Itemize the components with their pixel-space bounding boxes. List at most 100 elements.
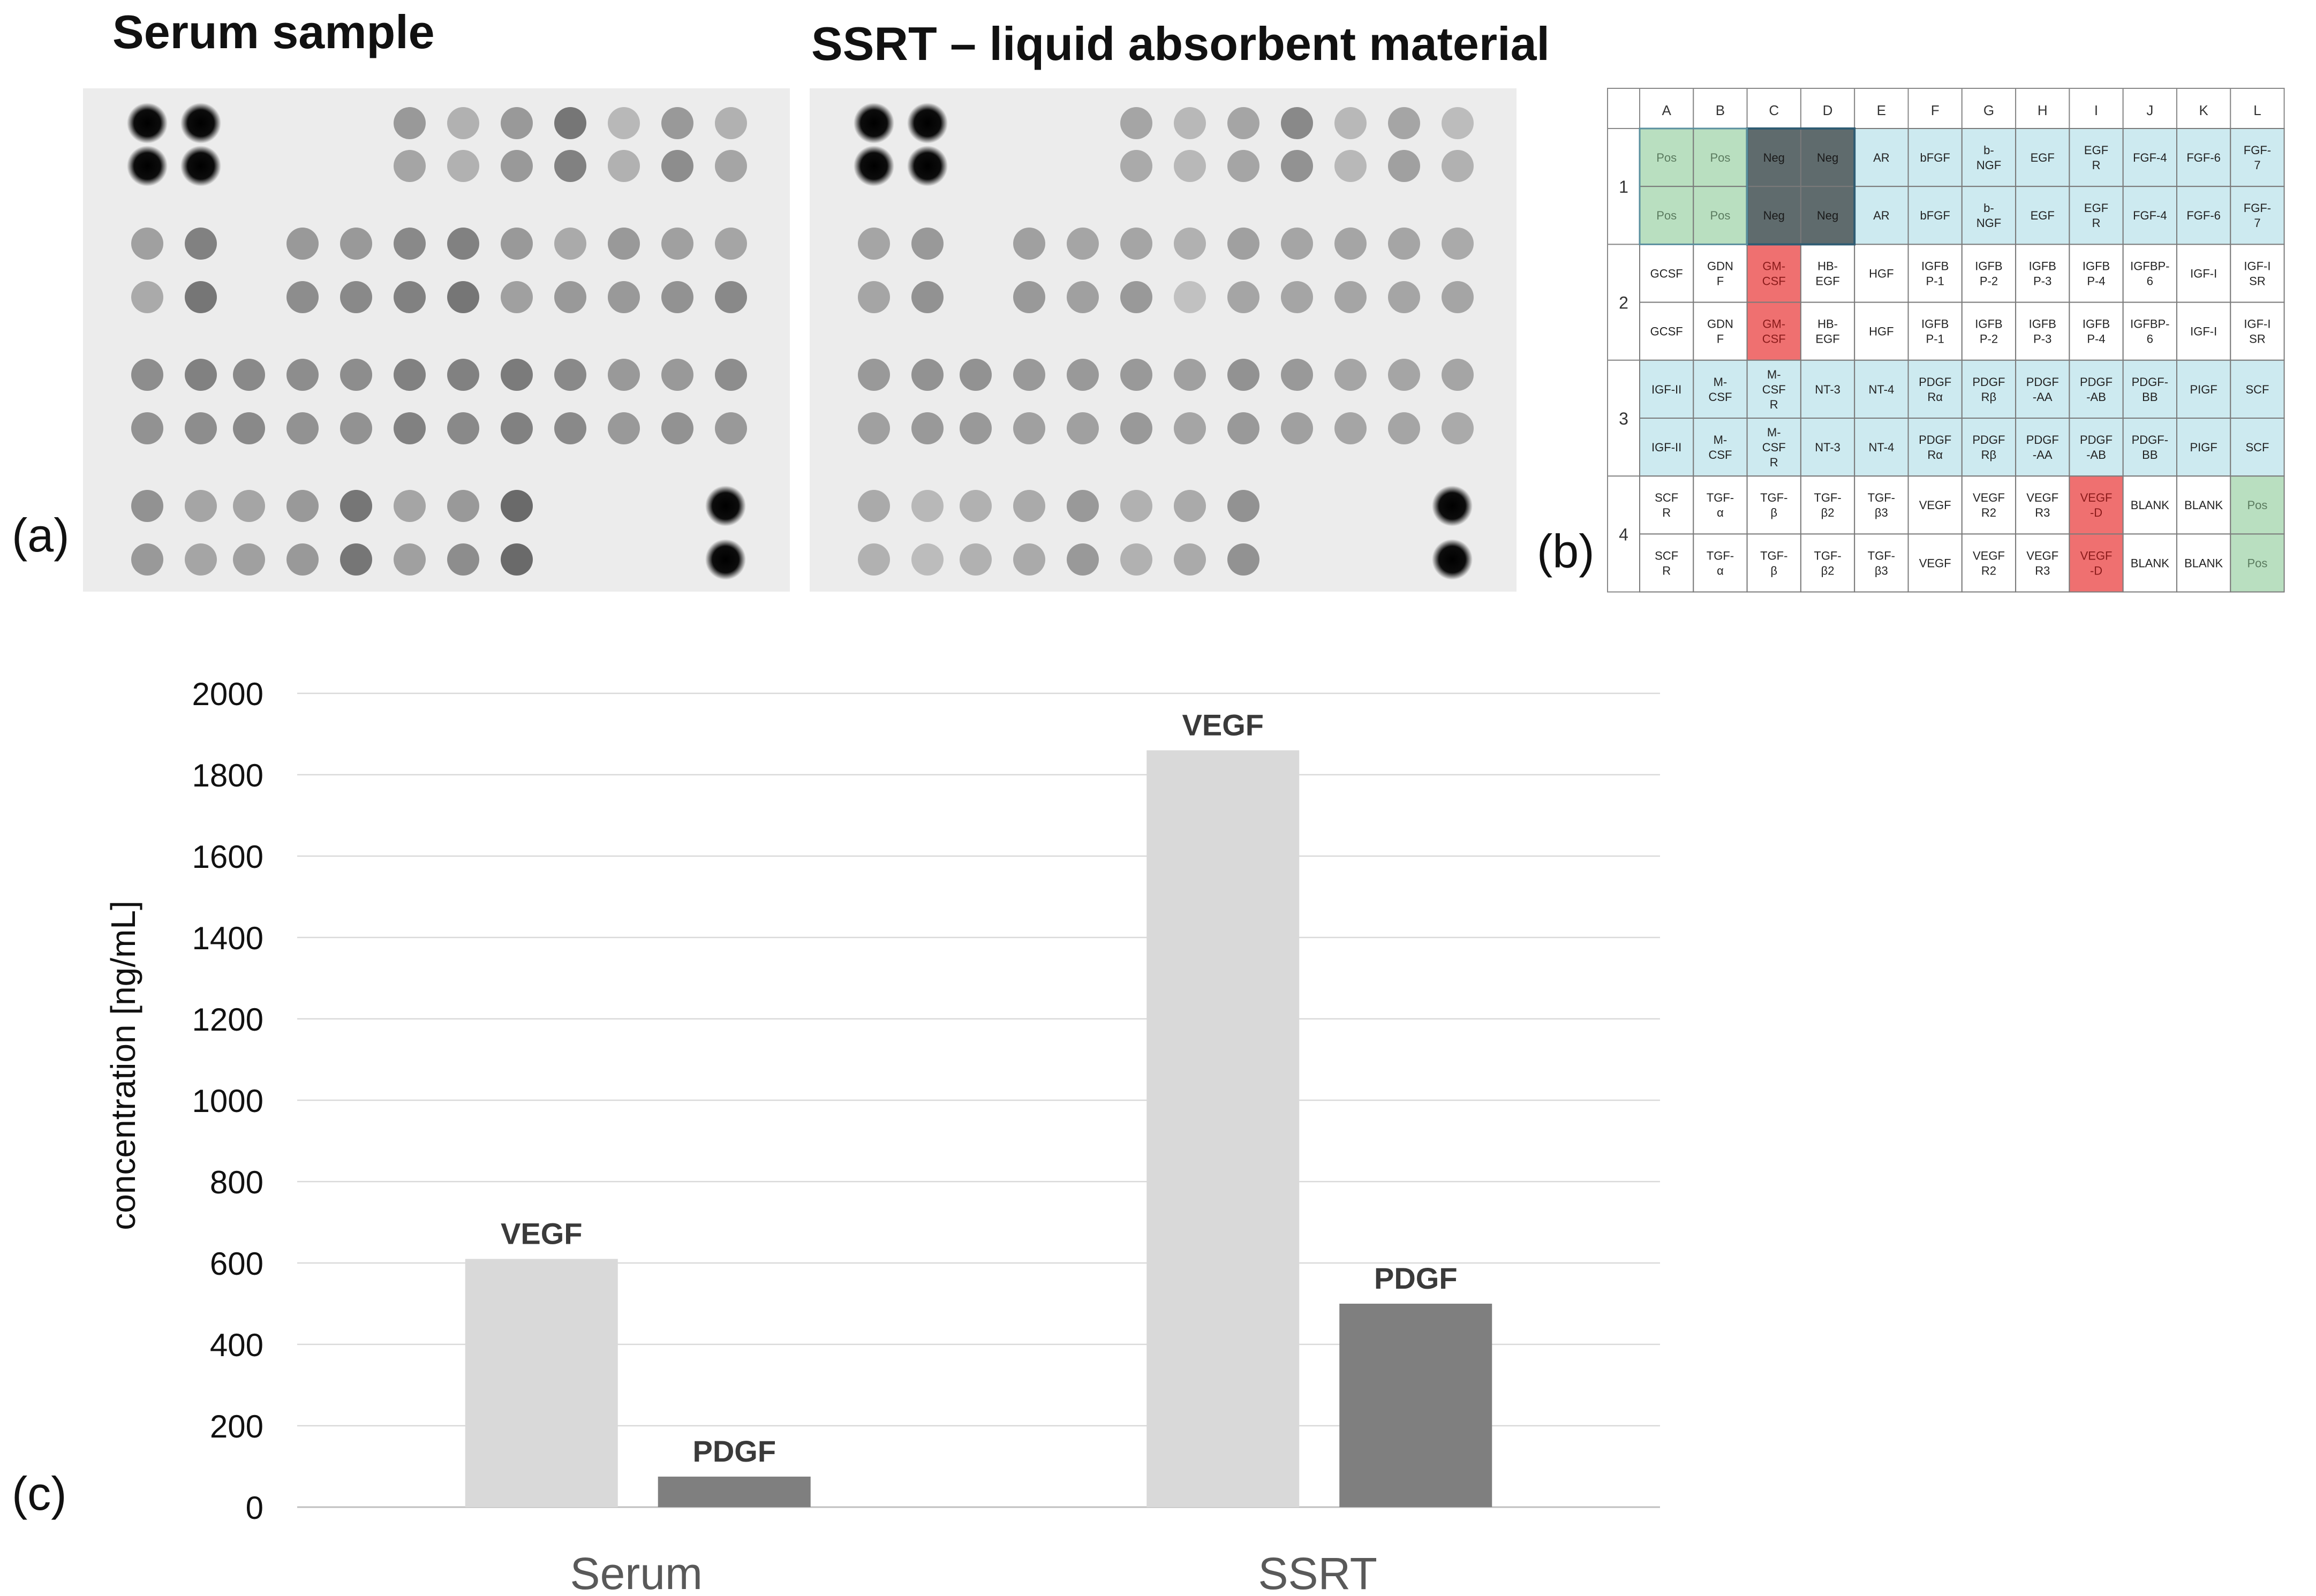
blot-spot	[608, 412, 640, 444]
blot-spot	[233, 359, 265, 391]
blot-spot	[858, 359, 890, 391]
blot-spot	[858, 228, 890, 260]
map-row-header: 4	[1619, 525, 1628, 544]
blot-spot	[1067, 490, 1099, 522]
blot-spot	[233, 490, 265, 522]
blot-spot	[608, 150, 640, 182]
blot-spot	[1281, 412, 1313, 444]
map-cell-label: M-CSF R	[1762, 368, 1786, 411]
blot-spot	[1174, 490, 1206, 522]
blot-spot-strong	[907, 146, 948, 186]
map-column-header: A	[1662, 102, 1671, 118]
map-column-header-cell	[1746, 88, 1801, 129]
map-column-header-cell	[1693, 88, 1748, 129]
map-column-header: D	[1823, 102, 1833, 118]
map-column-header: B	[1716, 102, 1725, 118]
map-cell-label: HB-EGF	[1815, 317, 1839, 346]
map-cell	[1961, 244, 2017, 303]
blot-spot	[394, 359, 426, 391]
blot-spot	[911, 281, 944, 313]
chart-y-tick-label: 200	[210, 1409, 263, 1444]
blot-spot	[185, 490, 217, 522]
chart-y-tick-label: 0	[246, 1490, 263, 1526]
blot-spot	[131, 228, 163, 260]
blot-spot	[394, 281, 426, 313]
map-cell-label: FGF-7	[2244, 201, 2271, 230]
blot-spot-strong	[854, 103, 894, 143]
blot-spot	[185, 412, 217, 444]
blot-spot	[501, 281, 533, 313]
blot-spot	[1067, 412, 1099, 444]
map-cell-label: BLANK	[2131, 498, 2169, 512]
map-cell-label: AR	[1873, 209, 1890, 222]
blot-spot	[1334, 228, 1367, 260]
blot-spot	[185, 228, 217, 260]
map-cell	[1961, 418, 2017, 477]
blot-spot	[1388, 359, 1420, 391]
panel-b-label: (b)	[1537, 525, 1595, 578]
blot-spot	[960, 543, 992, 576]
map-cell	[1746, 359, 1801, 419]
map-column-header: F	[1931, 102, 1940, 118]
map-cell-label: HGF	[1869, 267, 1893, 280]
blot-spot-strong	[1432, 486, 1473, 526]
map-column-header: I	[2094, 102, 2098, 118]
map-column-header: J	[2146, 102, 2153, 118]
map-cell	[1693, 301, 1748, 361]
map-row-header-cell	[1607, 359, 1640, 477]
blot-spot	[1013, 281, 1045, 313]
blot-spot	[1120, 412, 1152, 444]
map-cell	[2069, 301, 2124, 361]
map-cell	[1746, 301, 1801, 361]
blot-spot-strong	[705, 539, 746, 580]
map-cell-label: BLANK	[2184, 498, 2223, 512]
blot-spot	[286, 412, 319, 444]
map-cell	[2015, 244, 2070, 303]
blot-spot	[340, 359, 372, 391]
blot-spot	[554, 412, 586, 444]
blot-spot	[340, 412, 372, 444]
blot-spot	[1174, 107, 1206, 139]
blot-spot	[1388, 412, 1420, 444]
blot-spot	[185, 543, 217, 576]
map-cell	[2122, 301, 2177, 361]
blot-spot	[715, 107, 747, 139]
blot-spot	[501, 228, 533, 260]
blot-spot	[608, 228, 640, 260]
blot-spot	[1334, 412, 1367, 444]
blot-spot	[447, 281, 479, 313]
blot-spot	[1174, 150, 1206, 182]
blot-spot-strong	[907, 103, 948, 143]
map-cell	[1907, 418, 1963, 477]
pos-block-outline	[1639, 127, 1748, 245]
map-cell-label: NT-3	[1815, 441, 1840, 454]
blot-spot	[501, 150, 533, 182]
blot-spot	[715, 281, 747, 313]
chart-y-tick-label: 1400	[192, 920, 263, 956]
ssrt-blot-title: SSRT – liquid absorbent material	[811, 17, 1550, 70]
blot-spot	[911, 412, 944, 444]
map-cell-label: IGFB P-1	[1921, 317, 1949, 346]
blot-spot	[1174, 281, 1206, 313]
blot-spot	[1442, 107, 1474, 139]
blot-spot	[960, 359, 992, 391]
blot-spot	[1334, 281, 1367, 313]
map-cell-label: VEGF	[1919, 556, 1951, 570]
blot-spot	[131, 359, 163, 391]
blot-spot	[394, 228, 426, 260]
map-column-header-cell	[1639, 88, 1694, 129]
bar-data-label: VEGF	[501, 1216, 582, 1250]
map-cell-label: Pos	[1710, 151, 1730, 164]
chart-x-tick-label: SSRT	[1258, 1548, 1377, 1596]
map-cell-label: PDGF -AA	[2026, 433, 2059, 462]
blot-spot	[286, 228, 319, 260]
map-cell	[1961, 186, 2017, 245]
blot-spot	[661, 412, 693, 444]
blot-spot	[1174, 543, 1206, 576]
bar-data-label: PDGF	[692, 1434, 776, 1468]
map-cell	[2069, 186, 2124, 245]
map-cell	[2069, 418, 2124, 477]
blot-spot	[394, 107, 426, 139]
map-cell-label: GDN F	[1707, 317, 1733, 346]
blot-spot	[858, 543, 890, 576]
